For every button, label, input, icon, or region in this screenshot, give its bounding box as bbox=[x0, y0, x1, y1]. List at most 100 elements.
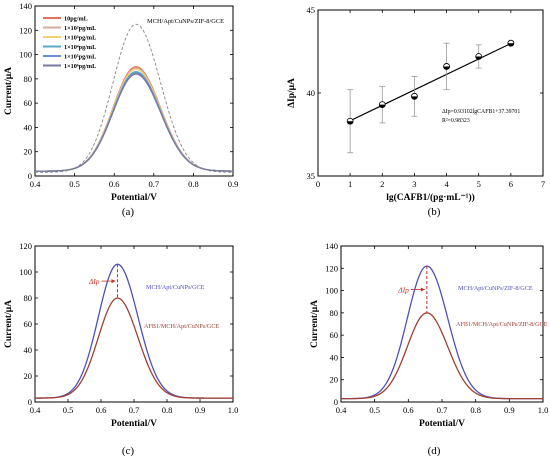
y-axis-label: Current/μA bbox=[4, 67, 14, 115]
x-tick-label: 0.9 bbox=[504, 405, 515, 415]
series-line bbox=[34, 23, 234, 173]
y-tick-label: 40 bbox=[307, 88, 316, 98]
y-tick-label: 80 bbox=[330, 308, 339, 318]
y-tick-label: 80 bbox=[24, 293, 33, 303]
series-line bbox=[341, 312, 543, 400]
y-tick-label: 35 bbox=[307, 171, 316, 181]
x-tick-label: 1.0 bbox=[538, 405, 549, 415]
y-tick-label: 0 bbox=[28, 397, 32, 407]
x-tick-label: 0.7 bbox=[437, 405, 448, 415]
series-label: MCH/Apt/CuNPs/ZIF-8/GCE bbox=[458, 285, 533, 292]
data-point-fill bbox=[475, 56, 482, 60]
y-tick-label: 120 bbox=[19, 241, 32, 251]
x-tick-label: 0.4 bbox=[336, 405, 347, 415]
x-tick-label: 0.8 bbox=[470, 405, 481, 415]
y-tick-label: 120 bbox=[19, 25, 32, 35]
legend-label: 1×10⁵pg/mL bbox=[64, 54, 96, 61]
y-tick-label: 80 bbox=[24, 74, 33, 84]
x-tick-label: 0.9 bbox=[195, 405, 206, 415]
x-tick-label: 0.4 bbox=[30, 405, 41, 415]
x-axis-label: Potential/V bbox=[111, 419, 157, 429]
plot-frame bbox=[317, 9, 544, 177]
legend-label: 1×10⁴pg/mL bbox=[64, 44, 96, 51]
x-tick-label: 0.7 bbox=[129, 405, 140, 415]
x-axis-label: lg(CAFB1/(pg·mL⁻¹)) bbox=[386, 192, 475, 203]
series-label: MCH/Apt/CuNPs/GCE bbox=[146, 284, 205, 291]
y-tick-label: 60 bbox=[24, 319, 33, 329]
x-tick-label: 2 bbox=[380, 179, 384, 189]
panel-c-caption: (c) bbox=[122, 445, 135, 457]
data-point-fill bbox=[507, 43, 514, 47]
series-line bbox=[34, 68, 234, 172]
data-point-fill bbox=[379, 104, 386, 108]
x-tick-label: 4 bbox=[444, 179, 449, 189]
y-tick-label: 60 bbox=[330, 330, 339, 340]
chart-panel-2: 0 1 2 3 4 5 6 7354045lg(CAFB1/(pg·mL⁻¹))ΔIp/μAΔ… bbox=[287, 5, 545, 203]
y-tick-label: 140 bbox=[325, 241, 338, 251]
delta-ip-arrowhead bbox=[111, 279, 116, 284]
y-tick-label: 20 bbox=[330, 375, 339, 385]
x-tick-label: 0 bbox=[316, 179, 320, 189]
y-tick-label: 0 bbox=[334, 397, 338, 407]
y-tick-label: 40 bbox=[24, 345, 33, 355]
y-tick-label: 45 bbox=[307, 5, 316, 15]
x-tick-label: 0.7 bbox=[148, 179, 159, 189]
legend-label: 1×10²pg/mL bbox=[64, 25, 96, 32]
x-tick-label: 0.8 bbox=[188, 179, 199, 189]
x-tick-label: 0.8 bbox=[162, 405, 173, 415]
chart-panel-4: 0.4 0.5 0.6 0.7 0.8 0.9 1.0 0 20 40 60 80 100 120 140 P… bbox=[310, 241, 548, 429]
x-axis-label: Potential/V bbox=[111, 193, 157, 203]
x-tick-label: 0.6 bbox=[109, 179, 120, 189]
y-tick-label: 120 bbox=[325, 263, 338, 273]
data-point-fill bbox=[411, 96, 418, 100]
y-tick-label: 0 bbox=[28, 171, 32, 181]
y-tick-label: 40 bbox=[330, 352, 339, 362]
legend-label: 1×10⁶pg/mL bbox=[64, 63, 96, 70]
y-tick-label: 140 bbox=[19, 1, 32, 11]
panel-b-caption: (b) bbox=[428, 206, 441, 218]
chart-panel-3: 0.4 0.5 0.6 0.7 0.8 0.9 1.0 0 20 40 60 80 100 120 Pote… bbox=[4, 241, 238, 429]
legend-label: 10pg/mL bbox=[64, 16, 88, 23]
r-squared: R²=0.98323 bbox=[442, 118, 470, 124]
y-tick-label: 100 bbox=[325, 286, 338, 296]
series-line bbox=[34, 66, 234, 172]
y-tick-label: 100 bbox=[19, 267, 32, 277]
x-tick-label: 0.6 bbox=[96, 405, 107, 415]
regression-equation: ΔIp=0.93102lgCAFB1+37.39701 bbox=[442, 109, 520, 115]
panel-a-caption: (a) bbox=[122, 206, 135, 218]
x-tick-label: 1 bbox=[348, 179, 352, 189]
data-point-fill bbox=[347, 121, 354, 125]
panel-d-caption: (d) bbox=[428, 445, 441, 457]
y-axis-label: ΔIp/μA bbox=[287, 78, 297, 108]
delta-ip-label: ΔIp bbox=[88, 277, 100, 286]
y-axis-label: Current/μA bbox=[4, 300, 14, 348]
fit-line bbox=[349, 42, 512, 122]
series-label: AFB1/MCH/Apt/CuNPs/ZIF-8/GCE bbox=[456, 321, 548, 328]
x-tick-label: 0.5 bbox=[369, 405, 380, 415]
x-axis-label: Potential/V bbox=[419, 419, 465, 429]
legend-label: 1×10³pg/mL bbox=[64, 35, 96, 42]
y-tick-label: 100 bbox=[19, 50, 32, 60]
x-tick-label: 0.6 bbox=[403, 405, 414, 415]
plot-frame bbox=[34, 5, 234, 177]
curve-annotation: MCH/Apt/CuNPs/ZIF-8/GCE bbox=[147, 18, 224, 25]
y-axis-label: Current/μA bbox=[310, 300, 320, 348]
y-tick-label: 20 bbox=[24, 371, 33, 381]
chart-panel-1: 0.4 0.5 0.6 0.7 0.8 0.9 0 20 40 60 80 100 120 140 Pote… bbox=[4, 1, 238, 203]
y-tick-label: 40 bbox=[24, 122, 33, 132]
delta-ip-label: ΔIp bbox=[397, 285, 409, 294]
x-tick-label: 1.0 bbox=[228, 405, 239, 415]
y-tick-label: 20 bbox=[24, 147, 33, 157]
x-tick-label: 0.9 bbox=[228, 179, 239, 189]
x-tick-label: 7 bbox=[541, 179, 545, 189]
x-tick-label: 6 bbox=[509, 179, 513, 189]
series-line bbox=[34, 70, 234, 172]
series-line bbox=[34, 72, 234, 172]
series-line bbox=[34, 67, 234, 172]
y-tick-label: 60 bbox=[24, 98, 33, 108]
series-line bbox=[34, 73, 234, 172]
x-tick-label: 3 bbox=[412, 179, 416, 189]
delta-ip-arrowhead bbox=[420, 287, 425, 292]
x-tick-label: 5 bbox=[477, 179, 481, 189]
